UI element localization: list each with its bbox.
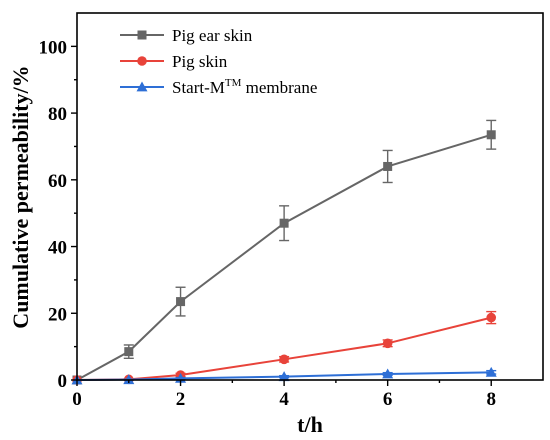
legend-label: Start-MTM membrane (172, 77, 317, 97)
y-tick-label: 40 (48, 238, 67, 259)
legend-marker (137, 56, 147, 66)
x-tick-label: 0 (72, 389, 82, 410)
data-point (278, 371, 290, 382)
series-0 (72, 119, 497, 385)
legend: Pig ear skin Pig skin Start-MTM membrane (120, 26, 317, 97)
x-tick-label: 6 (383, 389, 393, 410)
data-point (279, 218, 289, 228)
legend-marker (136, 81, 148, 92)
y-tick-label: 0 (58, 371, 68, 392)
data-point (382, 338, 393, 349)
plot-frame (76, 12, 544, 381)
x-tick-label: 8 (486, 389, 496, 410)
data-point (383, 161, 393, 171)
legend-item-0: Pig ear skin (120, 26, 253, 45)
legend-item-2: Start-MTM membrane (120, 77, 317, 97)
legend-label: Pig ear skin (172, 26, 253, 45)
x-axis-title: t/h (297, 412, 323, 437)
data-point (486, 130, 496, 140)
data-point (279, 354, 289, 365)
y-tick-label: 60 (48, 171, 67, 192)
data-point (485, 366, 497, 377)
y-tick-label: 80 (48, 104, 67, 125)
x-tick-label: 4 (279, 389, 289, 410)
y-axis-title: Cumulative permeability/% (8, 65, 33, 328)
data-point (123, 374, 135, 385)
series-line (76, 133, 492, 381)
data-point (382, 368, 394, 379)
series-line (76, 316, 492, 381)
legend-item-1: Pig skin (120, 52, 228, 71)
x-tick-label: 2 (176, 389, 186, 410)
y-tick-label: 20 (48, 304, 67, 325)
data-point (486, 312, 497, 323)
y-tick-label: 100 (39, 37, 68, 58)
legend-label: Pig skin (172, 52, 228, 71)
legend-marker (137, 30, 147, 40)
data-point (124, 347, 134, 357)
data-point (176, 297, 186, 307)
plot-layer (71, 119, 497, 385)
